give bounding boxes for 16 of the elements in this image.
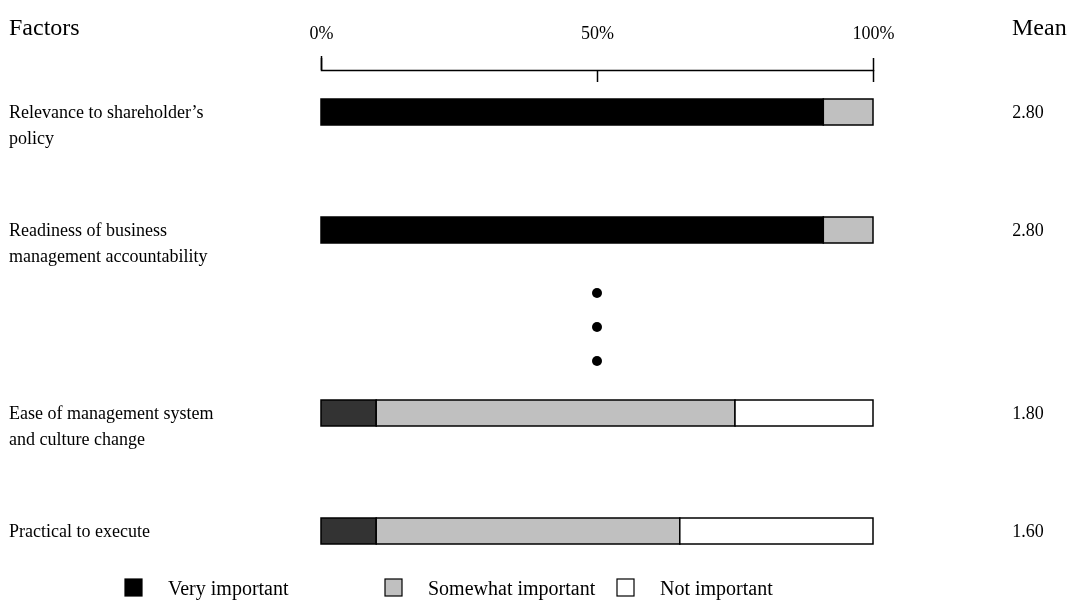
text: 1.60	[1012, 521, 1044, 541]
y-tick-label: Relevance to shareholder’s policy	[9, 102, 204, 148]
text: 2.80	[1012, 102, 1044, 122]
y2-axis-title: Mean	[1012, 14, 1067, 40]
x-tick-label: 100%	[852, 23, 895, 43]
y-tick-label: Ease of management system and culture change	[9, 403, 214, 449]
text: 1.80	[1012, 403, 1044, 423]
x-tick-label: 0%	[309, 23, 334, 43]
legend-label: Somewhat important	[428, 577, 596, 600]
legend-label: Very important	[168, 577, 289, 600]
legend-label: Not important	[660, 577, 774, 600]
y-tick-label: Readiness of business management accountability	[9, 220, 208, 266]
x-tick-label: 50%	[581, 23, 614, 43]
text: 2.80	[1012, 220, 1044, 240]
y-tick-label: Practical to execute	[9, 521, 150, 541]
y-axis-title: Factors	[9, 14, 80, 40]
